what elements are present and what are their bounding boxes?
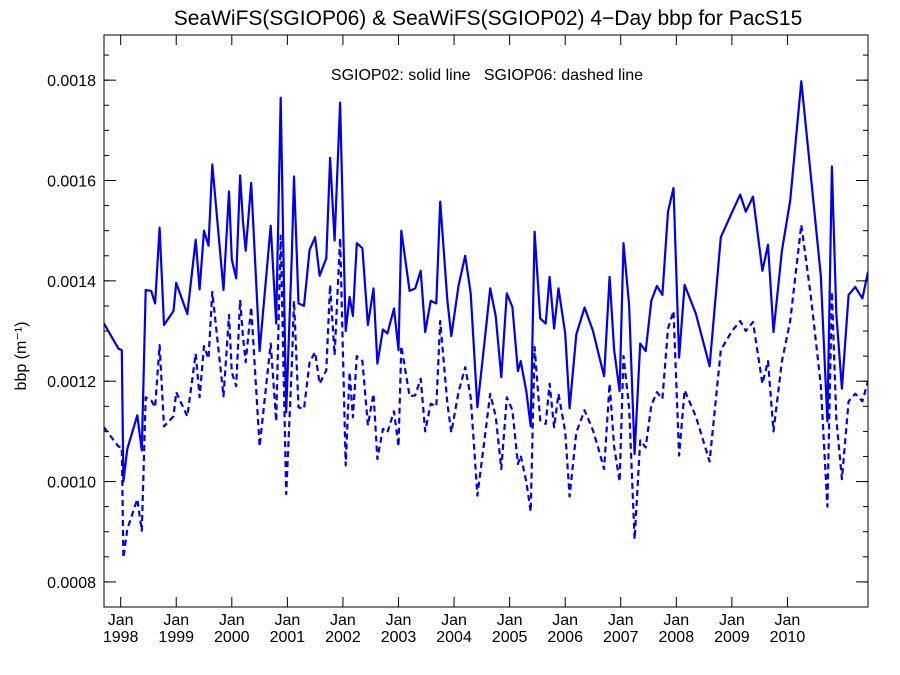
x-tick-year-label: 1999 [158, 629, 194, 646]
y-tick-label: 0.0016 [47, 174, 96, 191]
x-tick-month-label: Jan [386, 612, 412, 629]
x-tick-year-label: 2008 [659, 629, 695, 646]
x-tick-month-label: Jan [552, 612, 578, 629]
x-tick-month-label: Jan [330, 612, 356, 629]
legend-annotation: SGIOP02: solid line SGIOP06: dashed line [331, 67, 643, 84]
x-tick-month-label: Jan [108, 612, 134, 629]
x-tick-month-label: Jan [608, 612, 634, 629]
series-line-sgiop06 [104, 223, 868, 559]
y-tick-label: 0.0008 [47, 575, 96, 592]
x-tick-year-label: 2004 [436, 629, 472, 646]
x-tick-year-label: 2000 [214, 629, 250, 646]
y-tick-label: 0.0010 [47, 475, 96, 492]
x-tick-month-label: Jan [663, 612, 689, 629]
x-tick-month-label: Jan [775, 612, 801, 629]
chart-title: SeaWiFS(SGIOP06) & SeaWiFS(SGIOP02) 4−Da… [174, 7, 803, 30]
x-tick-year-label: 2005 [492, 629, 528, 646]
y-tick-label: 0.0018 [47, 73, 96, 90]
x-tick-month-label: Jan [163, 612, 189, 629]
x-tick-month-label: Jan [219, 612, 245, 629]
x-tick-year-label: 1998 [103, 629, 139, 646]
x-tick-month-label: Jan [441, 612, 467, 629]
x-tick-year-label: 2007 [603, 629, 639, 646]
x-tick-year-label: 2009 [714, 629, 750, 646]
x-tick-month-label: Jan [274, 612, 300, 629]
plot-area: 0.00080.00100.00120.00140.00160.0018Jan1… [47, 34, 869, 646]
series-line-sgiop02 [104, 80, 868, 483]
y-axis-label: bbp (m⁻¹) [13, 322, 30, 391]
y-tick-label: 0.0014 [47, 274, 96, 291]
x-tick-year-label: 2001 [270, 629, 306, 646]
x-tick-year-label: 2010 [770, 629, 806, 646]
y-tick-label: 0.0012 [47, 374, 96, 391]
x-tick-month-label: Jan [497, 612, 523, 629]
x-tick-year-label: 2006 [547, 629, 583, 646]
x-tick-year-label: 2003 [381, 629, 417, 646]
plot-frame [103, 34, 869, 608]
x-tick-year-label: 2002 [325, 629, 361, 646]
x-tick-month-label: Jan [719, 612, 745, 629]
